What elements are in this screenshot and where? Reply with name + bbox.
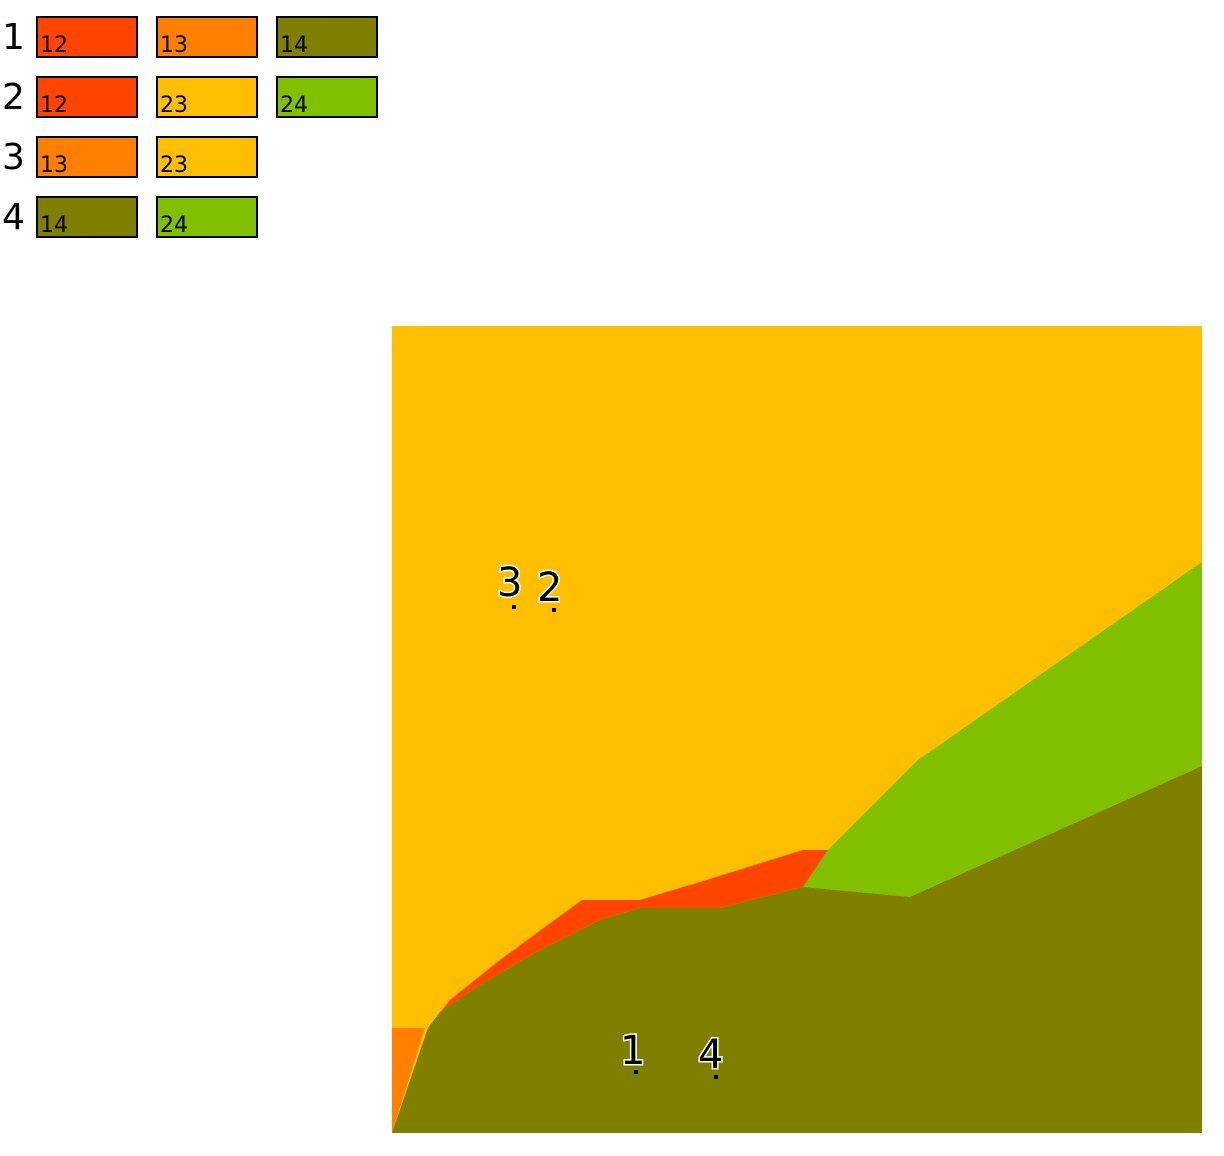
point-marker — [512, 605, 516, 609]
legend: 1 12 13 14 2 12 23 24 3 13 23 4 14 24 — [2, 16, 378, 238]
legend-swatch — [156, 136, 258, 178]
region-24 — [803, 562, 1202, 897]
legend-row-label: 3 — [2, 137, 25, 178]
legend-swatch — [36, 196, 138, 238]
region-14 — [392, 766, 1202, 1133]
legend-row-label: 1 — [2, 17, 25, 58]
point-label: 1 — [620, 1028, 645, 1074]
region-13 — [392, 1028, 425, 1133]
points: 3 2 1 4 — [496, 559, 725, 1080]
legend-item-label: 13 — [40, 153, 68, 178]
legend-swatch — [156, 76, 258, 118]
legend-item-label: 12 — [40, 33, 68, 58]
legend-item-label: 23 — [160, 153, 188, 178]
legend-swatch — [156, 196, 258, 238]
point-label: 3 — [497, 560, 522, 606]
legend-swatch — [276, 76, 378, 118]
legend-item-label: 24 — [280, 93, 308, 118]
region-map — [392, 326, 1202, 1133]
legend-swatch — [36, 16, 138, 58]
legend-item-label: 14 — [40, 213, 68, 238]
legend-swatch — [156, 16, 258, 58]
legend-swatch — [276, 16, 378, 58]
legend-swatch — [36, 136, 138, 178]
point-marker — [552, 608, 556, 612]
legend-item-label: 12 — [40, 93, 68, 118]
legend-item-label: 14 — [280, 33, 308, 58]
legend-item-label: 24 — [160, 213, 188, 238]
legend-item-label: 23 — [160, 93, 188, 118]
point-label: 2 — [537, 565, 562, 611]
region-12 — [428, 850, 828, 1028]
point-marker — [634, 1070, 638, 1074]
point-label: 4 — [698, 1032, 723, 1078]
legend-row-label: 4 — [2, 197, 25, 238]
legend-item-label: 13 — [160, 33, 188, 58]
point-marker — [714, 1075, 718, 1079]
legend-swatch — [36, 76, 138, 118]
legend-row-label: 2 — [2, 77, 25, 118]
